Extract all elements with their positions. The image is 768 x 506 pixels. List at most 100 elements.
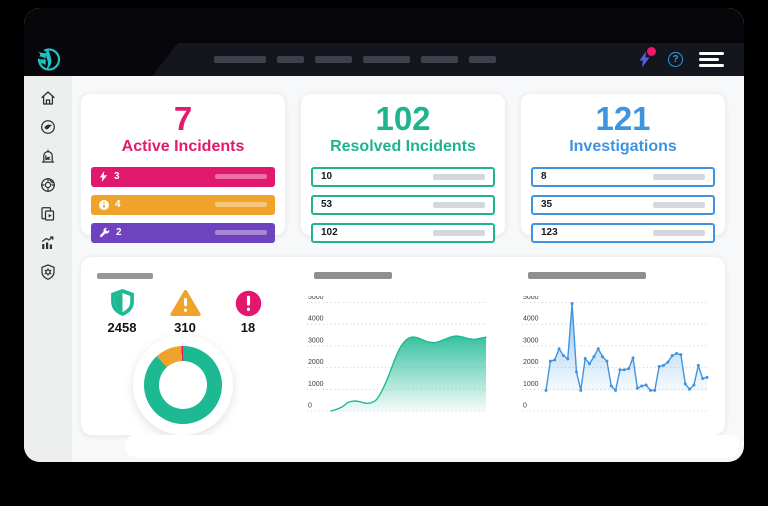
svg-text:4000: 4000 [523,316,539,323]
svg-text:1000: 1000 [523,381,539,388]
card-resolved-incidents: 102 Resolved Incidents 10 53 [300,93,506,243]
nav-menu-placeholders [214,56,496,63]
stat-value: 310 [174,320,196,335]
investigations-title: Investigations [569,137,677,155]
nav-item-placeholder[interactable] [315,56,352,63]
sidebar-item-reports[interactable] [36,205,60,223]
stat-critical: 18 [221,285,275,335]
row-value: 8 [541,171,547,183]
card-investigations: 121 Investigations 8 35 [520,93,726,243]
investigations-list: 8 35 123 [531,166,715,243]
resolved-trend-area-chart: 5000 4000 3000 2000 1000 0 [307,296,487,412]
footer-band [126,435,739,457]
investigation-row[interactable]: 123 [531,222,715,243]
stat-cards-row: 7 Active Incidents 3 [80,93,726,243]
lightning-icon [99,171,108,183]
svg-text:5000: 5000 [523,296,539,301]
bar-chart-trend-icon [41,236,54,249]
alerts-bolt-icon[interactable] [638,47,656,68]
sidebar-item-threat-graph[interactable] [36,118,60,136]
donut-chart [144,346,222,424]
svg-text:2000: 2000 [308,359,324,366]
nav-item-placeholder[interactable] [277,56,304,63]
shield-icon [95,285,149,317]
resolved-incidents-title: Resolved Incidents [330,137,476,155]
row-placeholder [215,202,267,208]
row-value: 35 [541,199,553,211]
shield-gear-icon [41,264,55,280]
row-placeholder [433,201,485,208]
resolved-row[interactable]: 53 [311,194,495,215]
top-bar: ? [24,8,744,76]
row-placeholder [653,173,705,180]
app-window: ? [24,8,744,462]
incident-row-maintenance[interactable]: 2 [91,222,275,243]
info-circle-icon [99,199,109,210]
svg-text:3000: 3000 [523,337,539,344]
endpoint-stats: 2458 310 [91,285,279,335]
falcon-logo-icon[interactable] [34,44,62,74]
topbar-actions: ? [638,47,744,68]
investigation-row[interactable]: 8 [531,166,715,187]
detections-line-chart: 5000 4000 3000 2000 1000 0 [522,296,709,412]
row-placeholder [653,201,705,208]
row-value: 4 [115,199,121,211]
stat-value: 2458 [107,320,137,335]
row-value: 53 [321,199,333,211]
row-value: 3 [114,171,120,183]
active-incidents-title: Active Incidents [121,137,245,155]
row-placeholder [215,230,267,236]
row-placeholder [653,229,705,236]
svg-text:0: 0 [308,403,312,410]
sidebar-item-radar[interactable] [36,176,60,194]
media-report-icon [41,207,55,221]
nav-item-placeholder[interactable] [469,56,496,63]
resolved-incidents-list: 10 53 102 [311,166,495,243]
svg-text:5000: 5000 [308,296,324,301]
stat-value: 18 [240,320,256,335]
svg-text:0: 0 [523,403,527,410]
section-title-placeholder [528,272,646,279]
nav-ribbon: ? [152,43,744,76]
row-placeholder [433,173,485,180]
resolved-row[interactable]: 102 [311,222,495,243]
bird-cage-icon [41,149,55,163]
row-placeholder [215,174,267,180]
incident-row-critical[interactable]: 3 [91,166,275,187]
notification-badge [647,47,656,56]
section-title-placeholder [314,272,392,279]
help-icon[interactable]: ? [668,52,683,67]
app-body: 7 Active Incidents 3 [24,76,744,462]
sidebar-item-analytics[interactable] [36,234,60,252]
investigation-row[interactable]: 35 [531,194,715,215]
row-value: 10 [321,171,333,183]
nav-item-placeholder[interactable] [421,56,458,63]
donut-chart-backing [133,335,233,435]
row-value: 123 [541,227,558,239]
svg-text:4000: 4000 [308,316,324,323]
stat-protected: 2458 [95,285,149,335]
sidebar-item-security-settings[interactable] [36,263,60,281]
nav-item-placeholder[interactable] [214,56,266,63]
radar-globe-icon [41,178,55,192]
row-value: 102 [321,227,338,239]
main-content: 7 Active Incidents 3 [72,76,744,462]
wrench-icon [99,227,110,238]
row-placeholder [433,229,485,236]
nav-item-placeholder[interactable] [363,56,410,63]
incident-row-warning[interactable]: 4 [91,194,275,215]
hamburger-menu-icon[interactable] [699,52,724,67]
investigations-count: 121 [595,100,651,137]
sidebar-item-detections[interactable] [36,147,60,165]
warning-triangle-icon [158,285,212,317]
card-active-incidents: 7 Active Incidents 3 [80,93,286,243]
active-incidents-list: 3 [91,166,275,243]
svg-text:2000: 2000 [523,359,539,366]
section-title-placeholder [97,273,153,279]
sidebar [24,76,72,462]
sidebar-item-home[interactable] [36,89,60,107]
falcon-target-icon [41,120,55,134]
resolved-row[interactable]: 10 [311,166,495,187]
svg-text:3000: 3000 [308,337,324,344]
